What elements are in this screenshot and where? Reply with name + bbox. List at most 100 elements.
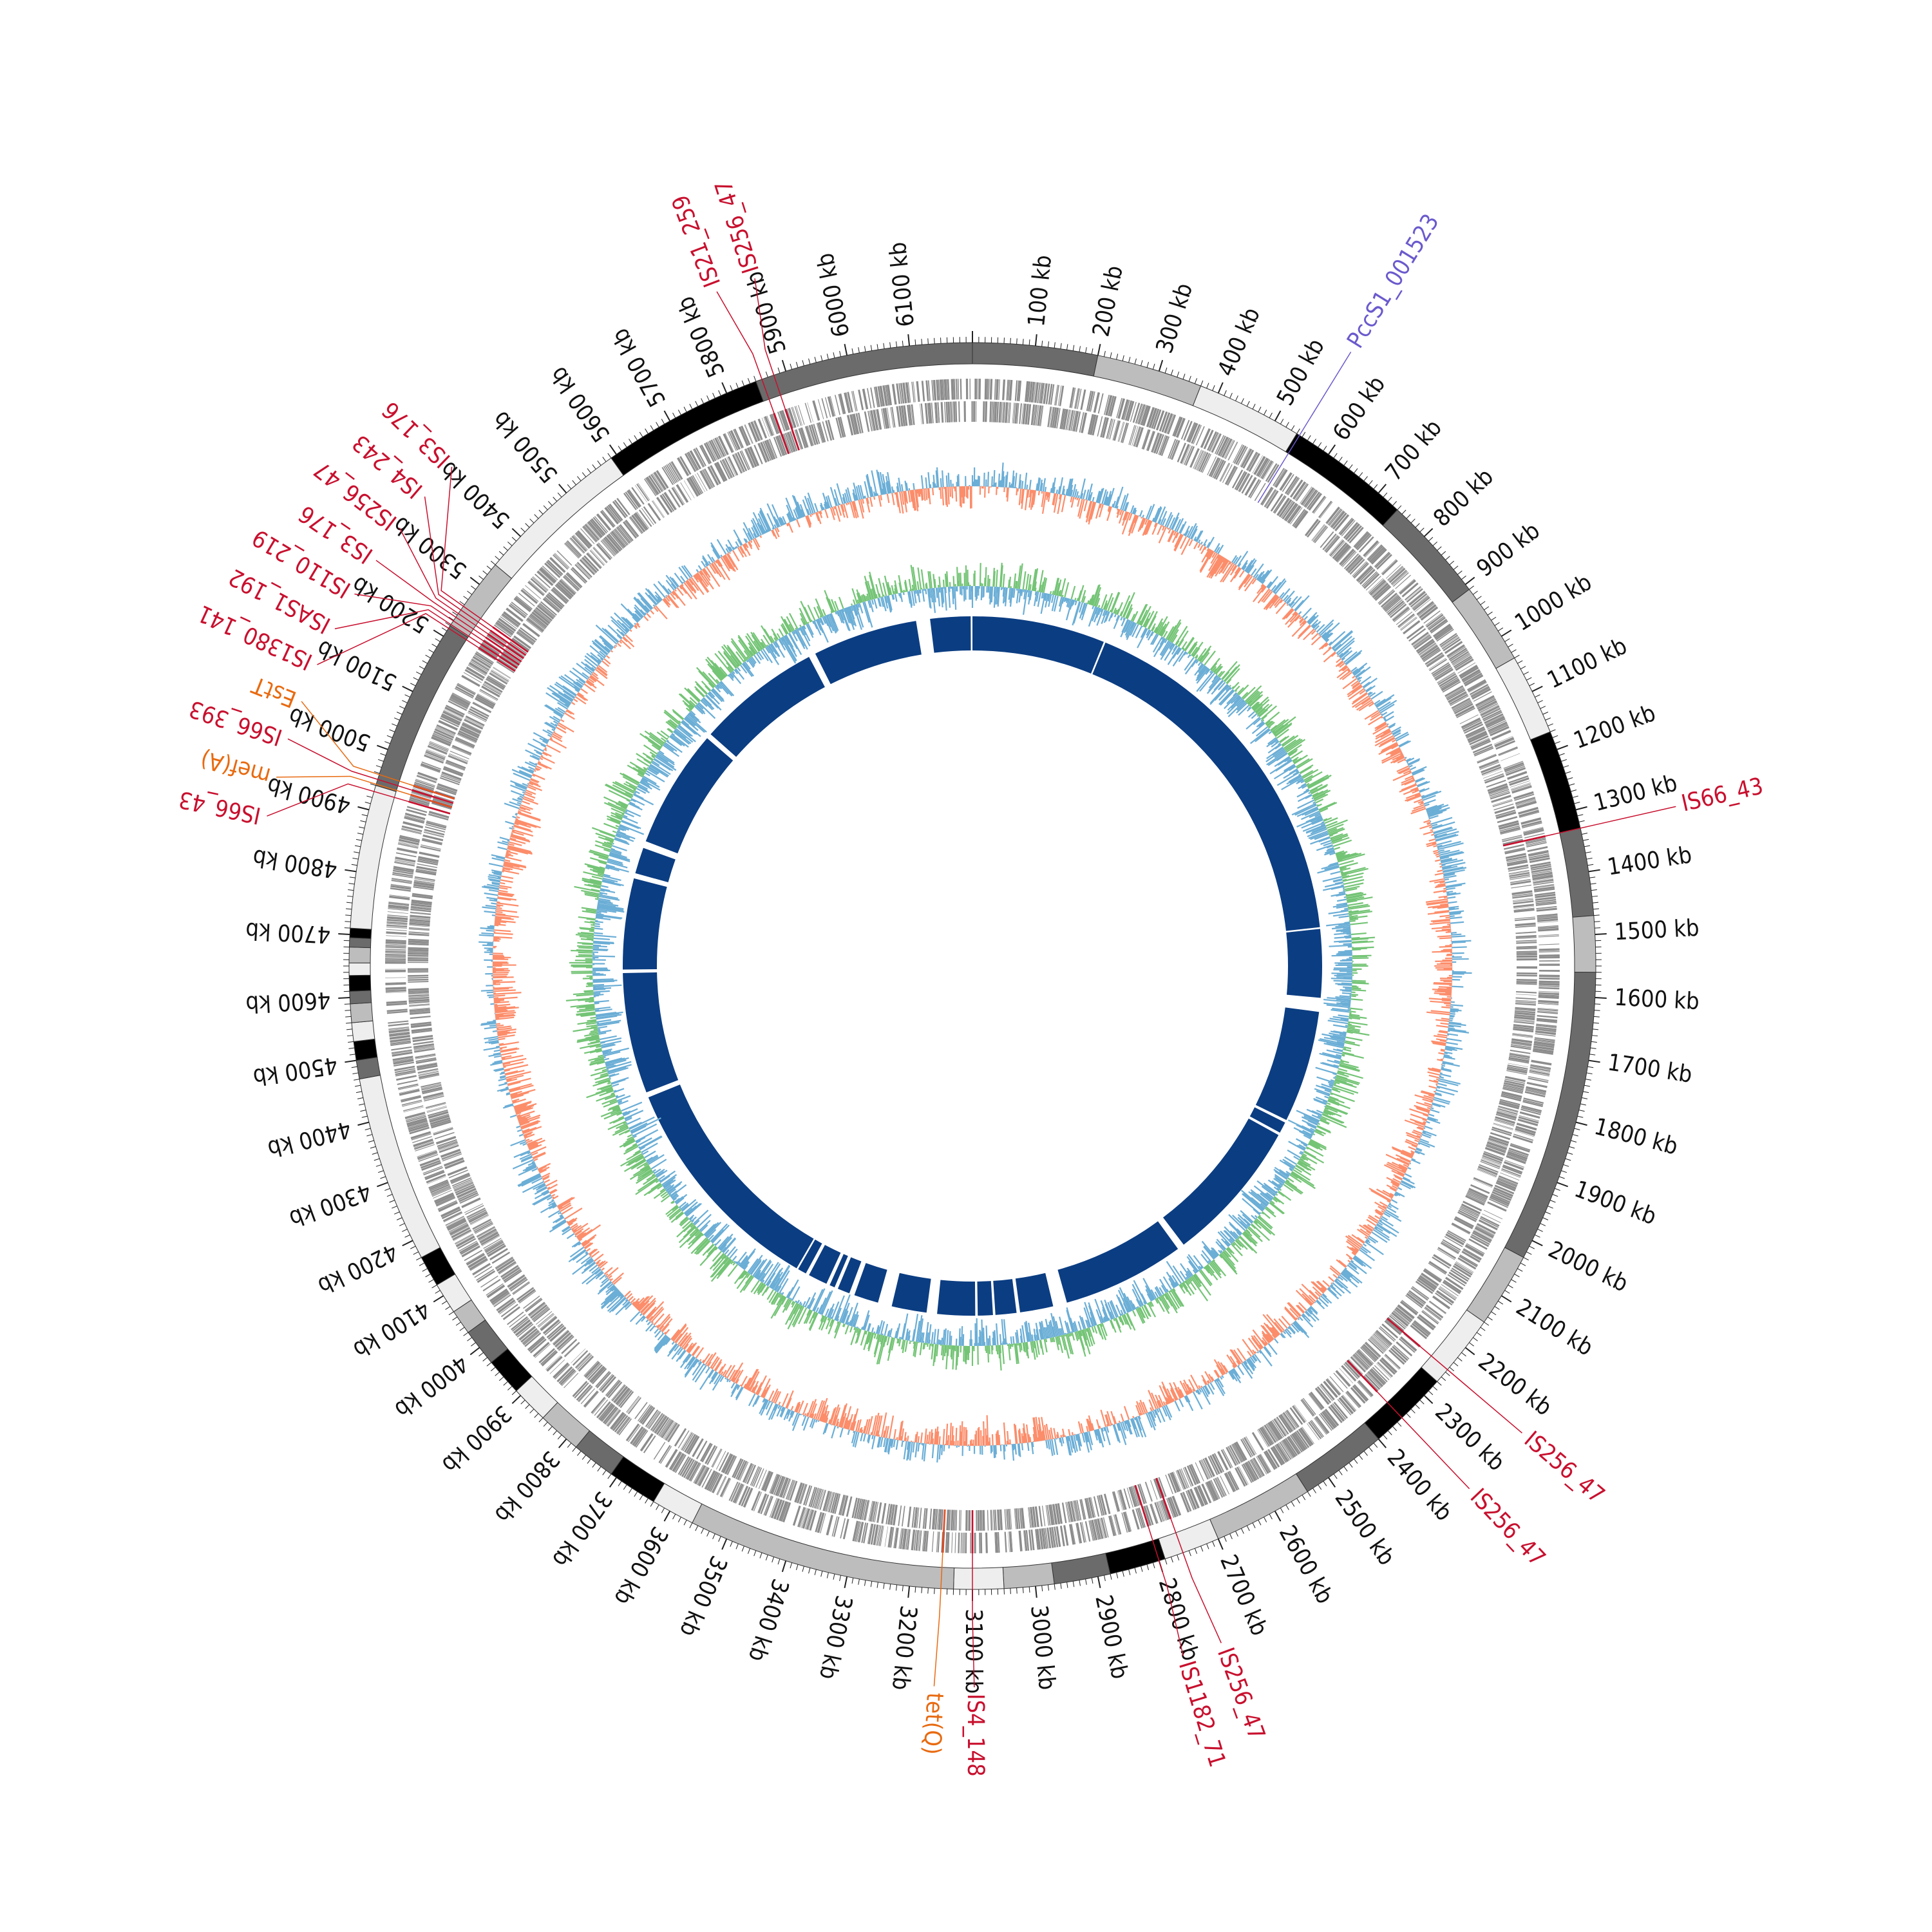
gc-skew-bar	[1351, 994, 1358, 996]
gc-skew-bar	[674, 730, 692, 744]
gc-content-bar	[1434, 831, 1459, 839]
gc-skew-bar	[1334, 1078, 1347, 1083]
gc-skew-bar	[1199, 672, 1215, 692]
gc-content-bar	[1174, 1400, 1180, 1412]
gc-skew-bar	[1302, 784, 1307, 790]
gc-content-bar	[1443, 869, 1465, 875]
gc-content-bar	[1341, 650, 1353, 660]
gc-skew-bar	[946, 571, 949, 587]
gc-skew-bar	[931, 1343, 934, 1359]
gc-skew-bar	[1314, 833, 1329, 840]
gc-content-bar	[1251, 1335, 1262, 1350]
gc-skew-bar	[1206, 668, 1210, 673]
gc-content-bar	[1428, 1079, 1438, 1083]
gc-content-bar	[1260, 570, 1271, 583]
gc-skew-bar	[609, 1076, 611, 1079]
gc-skew-bar	[609, 840, 614, 844]
gc-skew-bar	[689, 1227, 698, 1236]
gc-skew-bar	[766, 1273, 776, 1286]
gc-skew-bar	[1193, 1274, 1202, 1287]
gc-skew-bar	[820, 1316, 828, 1331]
gc-content-bar	[1414, 1151, 1420, 1155]
gc-skew-bar	[761, 1285, 769, 1296]
gc-skew-bar	[1198, 1270, 1212, 1287]
gc-skew-bar	[578, 947, 593, 949]
gc-skew-bar	[577, 1036, 600, 1043]
gc-skew-bar	[669, 735, 682, 745]
gc-content-bar	[1052, 477, 1056, 493]
gc-skew-bar	[1332, 913, 1349, 917]
gc-content-bar	[1292, 611, 1297, 616]
gc-content-bar	[1423, 1130, 1437, 1137]
gc-content-bar	[1112, 504, 1114, 507]
gc-skew-bar	[1003, 1319, 1007, 1345]
gc-content-bar	[1332, 630, 1354, 650]
gc-content-bar	[1382, 1189, 1394, 1197]
gc-skew-bar	[1186, 1279, 1191, 1285]
gc-skew-bar	[1309, 1140, 1327, 1150]
gc-skew-bar	[876, 1334, 879, 1340]
gc-skew-bar	[1334, 881, 1343, 885]
gc-content-bar	[1054, 1438, 1059, 1455]
gc-skew-bar	[1313, 790, 1331, 800]
gc-skew-bar	[833, 1321, 842, 1339]
gc-skew-bar	[1209, 670, 1213, 674]
gc-skew-bar	[833, 610, 836, 612]
gc-skew-bar	[616, 833, 621, 837]
gc-content-bar	[1051, 482, 1055, 493]
gc-skew-bar	[1114, 609, 1118, 614]
gc-skew-bar	[710, 665, 723, 681]
gc-content-bar	[1445, 992, 1452, 994]
gc-content-bar	[1024, 472, 1028, 489]
gc-skew-bar	[980, 586, 983, 601]
gc-content-bar	[1440, 1022, 1449, 1025]
gc-skew-bar	[1344, 886, 1360, 891]
gc-content-bar	[1446, 892, 1461, 896]
gc-skew-bar	[834, 601, 839, 611]
gc-content-bar	[1426, 1121, 1430, 1124]
gc-skew-bar	[1311, 785, 1327, 795]
gc-content-bar	[1244, 575, 1253, 588]
gc-content-bar	[1031, 489, 1034, 493]
gc-skew-bar	[594, 1048, 602, 1051]
gc-content-bar	[1419, 824, 1432, 829]
gc-skew-bar	[614, 837, 629, 844]
gc-content-bar	[1031, 490, 1036, 507]
gc-skew-bar	[648, 1154, 665, 1165]
gc-skew-bar	[1160, 636, 1164, 640]
gc-content-bar	[1378, 699, 1397, 712]
gc-skew-bar	[720, 1244, 727, 1251]
gc-skew-bar	[1188, 1278, 1197, 1291]
gc-skew-bar	[1074, 1331, 1079, 1341]
gc-skew-bar	[1302, 822, 1325, 832]
gc-content-bar	[1426, 900, 1448, 905]
gc-skew-bar	[884, 596, 888, 603]
gc-content-bar	[1405, 1173, 1412, 1178]
gc-skew-bar	[1222, 671, 1230, 681]
gc-skew-bar	[764, 647, 770, 654]
gc-content-bar	[1434, 833, 1447, 838]
gc-skew-bar	[1172, 1265, 1185, 1282]
gc-skew-bar	[891, 594, 895, 600]
gc-content-bar	[1151, 517, 1155, 522]
gc-skew-bar	[1329, 828, 1345, 836]
gc-skew-bar	[614, 1126, 629, 1133]
gc-skew-bar	[1019, 1328, 1023, 1343]
gc-skew-bar	[708, 682, 714, 689]
gc-skew-bar	[1313, 1097, 1327, 1104]
gc-content-bar	[1079, 499, 1085, 519]
gc-skew-bar	[995, 587, 998, 605]
gc-skew-bar	[1056, 1336, 1060, 1345]
gc-content-bar	[1440, 858, 1452, 863]
gc-skew-bar	[1047, 594, 1051, 601]
gc-skew-bar	[646, 755, 654, 761]
gc-content-bar	[1444, 1047, 1457, 1052]
gc-skew-bar	[628, 1154, 643, 1164]
gc-skew-bar	[1157, 616, 1168, 635]
gc-content-bar	[1321, 632, 1327, 638]
gc-skew-bar	[1314, 793, 1329, 802]
gc-content-bar	[1298, 1316, 1303, 1321]
gc-skew-bar	[1227, 1247, 1233, 1253]
gc-skew-bar	[864, 594, 867, 601]
gc-content-bar	[1431, 823, 1438, 827]
